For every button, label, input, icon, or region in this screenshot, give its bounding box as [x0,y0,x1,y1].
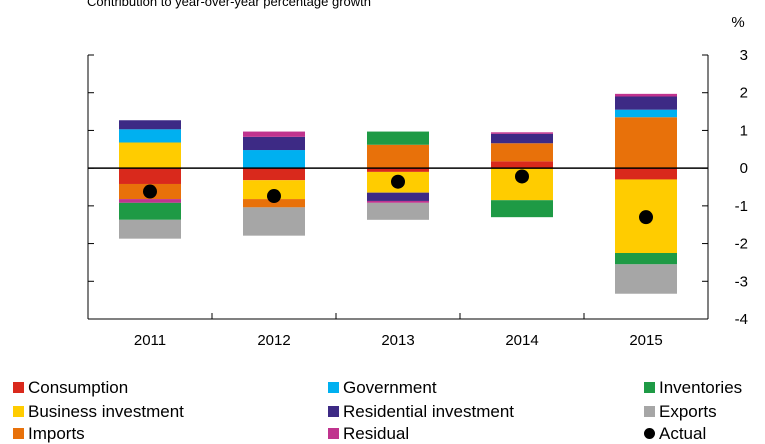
legend-item-actual: Actual [644,424,706,444]
bar-segment-residential-investment-2011 [119,120,181,130]
bar-segment-residential-investment-2012 [243,136,305,151]
stacked-bar-chart: Contribution to year-over-year percentag… [87,0,748,349]
legend-item-residential-investment: Residential investment [328,402,514,422]
actual-point-2012 [267,189,281,204]
bar-segment-residual-2011 [119,199,181,203]
y-tick-label: 3 [740,47,748,64]
legend-swatch-imports [13,428,24,439]
bar-segment-inventories-2015 [615,253,677,265]
unit-label: % [731,14,744,31]
bar-segment-residual-2015 [615,93,677,97]
bar-segment-imports-2015 [615,117,677,169]
bar-segment-government-2015 [615,109,677,118]
y-tick-label: -4 [735,311,748,328]
legend-label-consumption: Consumption [28,378,129,397]
legend-item-residual: Residual [328,424,409,444]
x-tick-label-2012: 2012 [257,332,290,349]
actual-point-2013 [391,174,405,189]
y-tick-label: 0 [740,160,748,177]
bar-segment-consumption-2012 [243,168,305,181]
legend-item-business-investment: Business investment [13,402,184,422]
bar-segment-imports-2014 [491,143,553,162]
bar-segment-residual-2014 [491,132,553,134]
legend-label-imports: Imports [28,424,85,443]
bar-segment-government-2011 [119,129,181,143]
y-tick-label: 2 [740,85,748,102]
bar-segment-inventories-2013 [367,131,429,145]
bar-segment-exports-2015 [615,264,677,294]
bar-segment-consumption-2013 [367,168,429,172]
actual-points-group [143,169,653,225]
legend-swatch-inventories [644,382,655,393]
actual-point-2015 [639,210,653,225]
bar-segment-business-investment-2011 [119,142,181,169]
x-tick-label-2013: 2013 [381,332,414,349]
y-tick-label: -1 [735,198,748,215]
bar-segment-exports-2011 [119,219,181,239]
bar-segment-exports-2013 [367,202,429,220]
bar-segment-imports-2013 [367,144,429,169]
bar-segment-government-2012 [243,150,305,169]
bar-segment-consumption-2014 [491,161,553,169]
x-tick-label-2011: 2011 [134,332,166,349]
bar-segment-residential-investment-2014 [491,133,553,144]
bar-segment-residential-investment-2013 [367,192,429,201]
legend-swatch-exports [644,406,655,417]
legend-item-government: Government [328,378,437,398]
chart-title: Contribution to year-over-year percentag… [87,0,371,9]
y-tick-label: -2 [735,236,748,253]
bar-segment-consumption-2015 [615,168,677,180]
x-tick-label-2014: 2014 [505,332,538,349]
legend-swatch-business-investment [13,406,24,417]
legend-label-residential-investment: Residential investment [343,402,515,421]
bar-segment-inventories-2011 [119,202,181,220]
axes-group: 3 2 1 0 -1 -2 -3 -4 2011 2012 2013 2014 2015 [87,47,748,349]
legend-item-imports: Imports [13,424,85,444]
y-tick-label: 1 [740,122,748,139]
legend-swatch-consumption [13,382,24,393]
actual-point-2011 [143,184,157,199]
legend-item-consumption: Consumption [13,378,128,398]
legend-label-actual: Actual [659,424,707,443]
bar-segment-residential-investment-2015 [615,96,677,110]
legend-label-business-investment: Business investment [28,402,184,421]
bars-group [119,93,677,294]
legend-item-exports: Exports [644,402,717,422]
x-tick-label-2015: 2015 [629,332,662,349]
legend-label-residual: Residual [343,424,410,443]
legend-swatch-residual [328,428,339,439]
legend: Consumption Government Inventories Busin… [0,378,765,443]
legend-label-inventories: Inventories [659,378,743,397]
legend-label-government: Government [343,378,437,397]
legend-swatch-residential-investment [328,406,339,417]
bar-segment-imports-2012 [243,199,305,208]
bar-segment-inventories-2014 [491,200,553,218]
y-tick-label: -3 [735,273,748,290]
bar-segment-residual-2013 [367,200,429,203]
legend-item-inventories: Inventories [644,378,742,398]
actual-point-2014 [515,169,529,184]
legend-label-exports: Exports [659,402,717,421]
legend-swatch-government [328,382,339,393]
legend-dot-actual [644,428,655,439]
bar-segment-residual-2012 [243,131,305,137]
bar-segment-exports-2012 [243,207,305,236]
bar-segment-consumption-2011 [119,168,181,184]
